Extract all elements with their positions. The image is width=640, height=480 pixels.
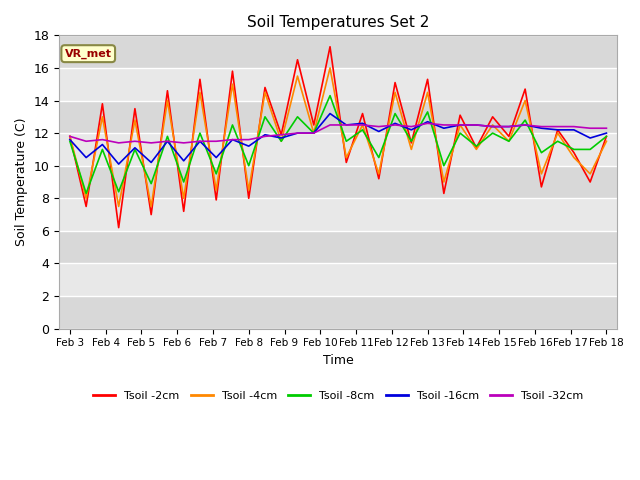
Y-axis label: Soil Temperature (C): Soil Temperature (C) (15, 118, 28, 246)
Legend: Tsoil -2cm, Tsoil -4cm, Tsoil -8cm, Tsoil -16cm, Tsoil -32cm: Tsoil -2cm, Tsoil -4cm, Tsoil -8cm, Tsoi… (89, 386, 588, 405)
Text: VR_met: VR_met (65, 48, 112, 59)
Title: Soil Temperatures Set 2: Soil Temperatures Set 2 (247, 15, 429, 30)
Bar (59, 36, 617, 68)
Bar (59, 296, 617, 329)
Bar (59, 231, 617, 264)
Bar (59, 100, 617, 133)
X-axis label: Time: Time (323, 354, 353, 367)
Bar (59, 166, 617, 198)
